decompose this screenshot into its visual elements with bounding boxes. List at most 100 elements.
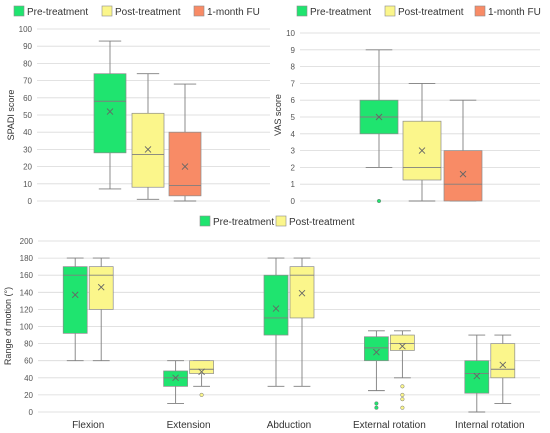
rom-chart: 0 20 40 60 80 100 120 140 160 180 200 Flexion Extens… — [3, 215, 540, 431]
box-mean-marker — [399, 342, 406, 350]
y-tick-label: 60 — [23, 94, 32, 103]
legend-swatch-post — [101, 5, 113, 17]
box-mean-marker — [272, 305, 280, 312]
vas-chart: 0 1 2 3 4 5 6 7 8 9 10 VAS score Pre-treatment Pos… — [273, 5, 541, 206]
y-tick-label: 80 — [23, 59, 32, 68]
y-tick-label: 40 — [24, 374, 33, 383]
box-mean-marker — [97, 283, 105, 291]
x-category-label: Flexion — [72, 420, 104, 431]
legend-label-fu: 1-month FU — [488, 7, 541, 18]
y-tick-label: 40 — [23, 128, 32, 137]
y-tick-label: 2 — [291, 163, 296, 172]
y-tick-label: 50 — [23, 111, 32, 120]
rom-plot-area: 0 20 40 60 80 100 120 140 160 180 200 Flexion Extens… — [20, 237, 540, 431]
legend-swatch-fu — [474, 5, 486, 17]
box-mean-marker — [198, 368, 205, 376]
x-category-label: Abduction — [267, 420, 311, 431]
outlier-point — [374, 401, 379, 406]
box-iqr — [131, 112, 165, 188]
box-iqr — [263, 274, 289, 336]
box-mean-marker — [71, 291, 79, 299]
y-tick-label: 180 — [20, 254, 34, 263]
box-mean-marker — [373, 348, 380, 356]
box-mean-marker — [459, 170, 467, 178]
box-iqr — [88, 266, 114, 310]
y-tick-label: 90 — [23, 42, 32, 51]
y-tick-label: 9 — [291, 46, 296, 55]
box-iqr — [168, 131, 202, 197]
y-tick-label: 0 — [28, 197, 33, 206]
y-tick-label: 1 — [291, 180, 296, 189]
vas-plot-area: 0 1 2 3 4 5 6 7 8 9 10 — [286, 29, 540, 206]
box-mean-marker — [144, 146, 152, 153]
legend-swatch-pre — [296, 5, 308, 17]
box-iqr — [390, 334, 415, 351]
legend-label-post: Post-treatment — [398, 7, 464, 18]
x-category-label: External rotation — [353, 420, 426, 431]
spadi-legend: Pre-treatment Post-treatment 1-month FU — [13, 5, 260, 18]
rom-legend: Pre-treatment Post-treatment — [199, 215, 355, 228]
vas-legend: Pre-treatment Post-treatment 1-month FU — [296, 5, 541, 18]
y-tick-label: 100 — [19, 25, 33, 34]
y-tick-label: 6 — [291, 96, 296, 105]
y-tick-label: 30 — [23, 145, 32, 154]
y-tick-label: 10 — [286, 29, 295, 38]
outlier-point — [376, 198, 382, 204]
legend-swatch-post — [384, 5, 396, 17]
box-iqr — [62, 266, 88, 334]
spadi-chart: 0 10 20 30 40 50 60 70 80 90 100 SPADI score Pre-t… — [6, 5, 270, 206]
legend-label-post: Post-treatment — [289, 217, 355, 228]
legend-label-fu: 1-month FU — [207, 7, 260, 18]
box-mean-marker — [499, 361, 507, 369]
y-tick-label: 20 — [23, 163, 32, 172]
box-iqr — [189, 360, 214, 374]
box-mean-marker — [375, 113, 383, 121]
y-tick-label: 200 — [20, 237, 34, 246]
spadi-plot-area: 0 10 20 30 40 50 60 70 80 90 100 — [19, 25, 270, 206]
y-tick-label: 100 — [20, 323, 34, 332]
y-tick-label: 5 — [291, 113, 296, 122]
box-mean-marker — [418, 147, 426, 154]
box-iqr — [289, 266, 315, 319]
y-tick-label: 20 — [24, 391, 33, 400]
y-tick-label: 0 — [29, 408, 34, 417]
box-mean-marker — [181, 163, 189, 170]
legend-label-pre: Pre-treatment — [213, 217, 274, 228]
y-tick-label: 0 — [291, 197, 296, 206]
y-tick-label: 10 — [23, 180, 32, 189]
y-tick-label: 80 — [24, 340, 33, 349]
legend-swatch-pre — [199, 215, 211, 227]
outlier-point — [400, 392, 405, 397]
legend-label-pre: Pre-treatment — [310, 7, 371, 18]
box-iqr — [364, 336, 389, 362]
outlier-point — [400, 397, 405, 402]
y-tick-label: 120 — [20, 305, 34, 314]
box-iqr — [490, 343, 516, 379]
box-iqr — [464, 360, 490, 394]
outlier-point — [199, 392, 204, 397]
y-tick-label: 160 — [20, 271, 34, 280]
legend-label-pre: Pre-treatment — [27, 7, 88, 18]
outlier-point — [400, 384, 405, 389]
box-mean-marker — [106, 108, 114, 115]
y-tick-label: 3 — [291, 147, 296, 156]
rom-ylabel: Range of motion (°) — [3, 287, 13, 365]
legend-swatch-pre — [13, 5, 25, 17]
vas-ylabel: VAS score — [273, 94, 283, 136]
legend-swatch-post — [275, 215, 287, 227]
y-tick-label: 70 — [23, 77, 32, 86]
box-iqr — [163, 370, 188, 387]
y-tick-label: 140 — [20, 288, 34, 297]
y-tick-label: 7 — [291, 79, 296, 88]
box-mean-marker — [298, 289, 306, 297]
y-tick-label: 4 — [291, 130, 296, 139]
y-tick-label: 8 — [291, 63, 296, 72]
box-iqr — [93, 73, 127, 154]
box-mean-marker — [473, 372, 481, 380]
x-category-label: Extension — [167, 420, 211, 431]
outlier-point — [374, 405, 379, 410]
box-iqr — [443, 150, 483, 202]
legend-swatch-fu — [193, 5, 205, 17]
legend-label-post: Post-treatment — [115, 7, 181, 18]
box-mean-marker — [172, 374, 179, 382]
